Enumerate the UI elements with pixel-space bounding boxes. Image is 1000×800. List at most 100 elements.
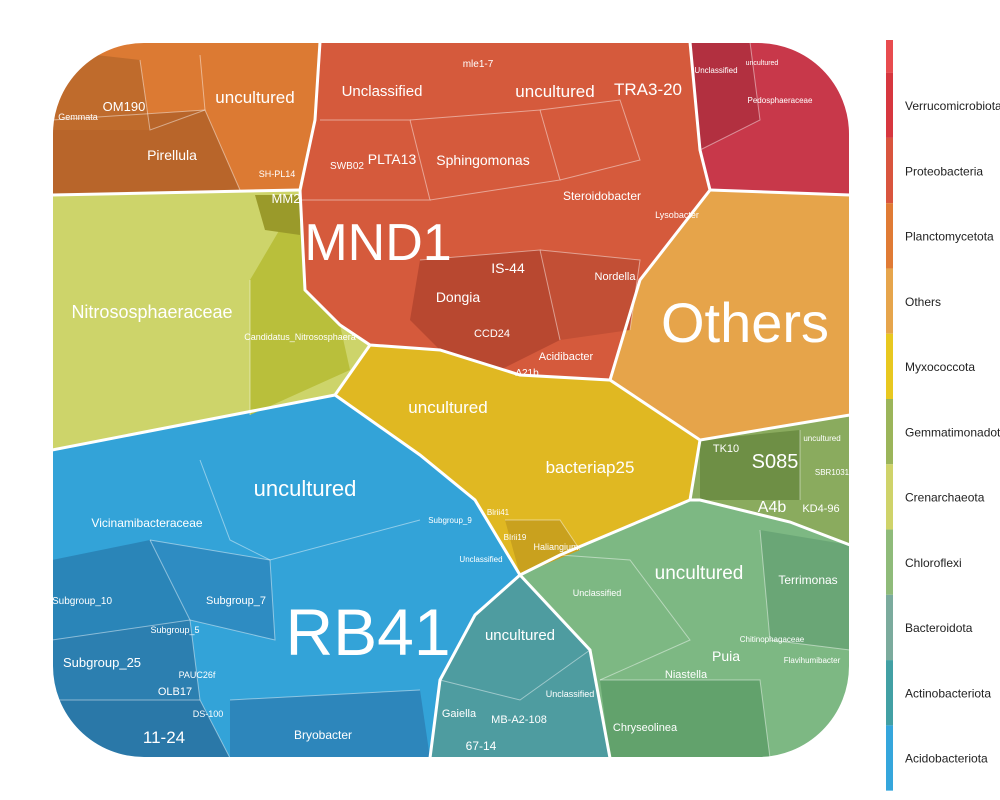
label-pedosphaeraceae: Pedosphaeraceae <box>748 96 813 105</box>
cell-candidatus-nitrososphaera <box>250 195 350 415</box>
label-uncultured-verrucomicrobiota: uncultured <box>746 60 779 67</box>
label-chryseolinea: Chryseolinea <box>613 722 678 734</box>
label-uncultured-bacteroidota: uncultured <box>485 627 555 644</box>
label-mb-a2-108: MB-A2-108 <box>491 714 547 726</box>
label-subgroup-7: Subgroup_7 <box>206 595 266 607</box>
label-chitinophagaceae: Chitinophagaceae <box>740 635 805 644</box>
label-tra3-20: TRA3-20 <box>614 80 682 99</box>
label-flavihumibacter: Flavihumibacter <box>784 656 841 665</box>
label-uncultured-gemmatimonadota: uncultured <box>803 434 840 443</box>
legend-swatch <box>886 333 893 399</box>
legend-label: Gemmatimonadota <box>905 425 1000 439</box>
treemap-outline <box>51 41 851 759</box>
legend-swatch <box>886 137 893 204</box>
label-subgroup-5: Subgroup_5 <box>150 625 199 635</box>
legend-label: Proteobacteria <box>905 164 983 178</box>
label-bryobacter: Bryobacter <box>294 728 352 742</box>
legend-swatch <box>886 464 893 530</box>
cell-borders <box>52 42 850 758</box>
label-ccd24: CCD24 <box>474 328 510 340</box>
label-plta13: PLTA13 <box>368 151 417 167</box>
cell-sh-pl14 <box>255 195 300 235</box>
label-subgroup-10: Subgroup_10 <box>52 596 112 607</box>
label-pauc26f: PAUC26f <box>179 670 216 680</box>
label-gemmata: Gemmata <box>58 112 98 122</box>
label-olb17: OLB17 <box>158 686 192 698</box>
label-uncultured-myxococcota: uncultured <box>408 398 487 417</box>
legend-label: Chloroflexi <box>905 556 962 570</box>
region-myxococcota[interactable] <box>335 345 700 575</box>
label-uncultured-chloroflexi: uncultured <box>655 563 744 584</box>
label-acidibacter: Acidibacter <box>539 351 594 363</box>
label-rb41: RB41 <box>285 595 450 669</box>
cell-subgroup-7 <box>150 540 275 640</box>
label-bacteriap25: bacteriap25 <box>546 458 635 477</box>
legend-swatch <box>886 725 893 791</box>
legend-label: Myxococcota <box>905 360 975 374</box>
label-unclassified-verrucomicrobiota: Unclassified <box>694 66 737 75</box>
label-67-14: 67-14 <box>466 739 497 753</box>
label-candidatus-nitrososphaera: Candidatus_Nitrososphaera <box>244 332 356 342</box>
cell-verr-unclassified <box>690 42 760 150</box>
label-puia: Puia <box>712 648 740 664</box>
label-a21b: A21b <box>515 368 539 379</box>
label-subgroup-9: Subgroup_9 <box>428 516 472 525</box>
label-nordella: Nordella <box>595 271 637 283</box>
label-swb02: SWB02 <box>330 161 364 172</box>
label-gaiella: Gaiella <box>442 708 477 720</box>
label-vicinamibacteraceae: Vicinamibacteraceae <box>91 516 203 530</box>
label-dongia: Dongia <box>436 289 481 305</box>
legend-swatch <box>886 399 893 465</box>
legend-swatch-top <box>886 40 893 73</box>
label-birii19: BIrii19 <box>504 533 527 542</box>
cell-s085-group <box>700 430 800 500</box>
label-mm2: MM2 <box>272 191 301 206</box>
cell-terrimonas <box>760 530 850 650</box>
treemap-body <box>52 42 850 758</box>
label-om190: OM190 <box>103 99 146 114</box>
label-11-24: 11-24 <box>143 728 185 747</box>
legend: Verrucomicrobiota Proteobacteria Planctomy… <box>886 40 1000 791</box>
label-tk10: TK10 <box>713 443 739 455</box>
label-mle1-7: mle1-7 <box>463 59 494 70</box>
label-nitrososphaeraceae: Nitrososphaeraceae <box>71 302 232 322</box>
cell-dongia <box>410 250 560 370</box>
label-sphingomonas: Sphingomonas <box>436 152 529 168</box>
label-blrii41: Blrii41 <box>487 508 510 517</box>
region-bacteroidota[interactable] <box>430 575 610 758</box>
legend-label: Crenarchaeota <box>905 491 985 505</box>
label-sh-pl14: SH-PL14 <box>259 169 296 179</box>
label-steroidobacter: Steroidobacter <box>563 189 641 203</box>
cell-chryseolinea <box>600 680 770 758</box>
legend-swatch <box>886 594 893 661</box>
cell-nordella <box>540 250 640 340</box>
label-lysobacter: Lysobacter <box>655 210 699 220</box>
label-is-44: IS-44 <box>491 260 525 276</box>
cell-pirellula <box>52 110 240 195</box>
label-haliangium: Haliangium <box>533 542 578 552</box>
legend-swatch <box>886 203 893 269</box>
label-uncultured-proteobacteria: uncultured <box>515 82 594 101</box>
label-unclassified-acidobacteriota: Unclassified <box>459 555 502 564</box>
label-kd4-96: KD4-96 <box>802 503 839 515</box>
cell-bryobacter <box>230 690 430 758</box>
label-sbr1031: SBR1031 <box>815 468 850 477</box>
label-subgroup-25: Subgroup_25 <box>63 655 141 670</box>
label-uncultured-planctomycetota: uncultured <box>215 88 294 107</box>
cell-subgroup-10 <box>52 540 190 640</box>
region-others[interactable] <box>610 190 850 440</box>
label-unclassified-proteobacteria: Unclassified <box>342 83 423 100</box>
label-unclassified-chloroflexi: Unclassified <box>573 588 622 598</box>
label-pirellula: Pirellula <box>147 147 197 163</box>
legend-label: Acidobacteriota <box>905 752 988 766</box>
label-niastella: Niastella <box>665 669 708 681</box>
legend-swatch <box>886 268 893 334</box>
region-borders <box>52 42 850 758</box>
legend-label: Actinobacteriota <box>905 686 991 700</box>
label-terrimonas: Terrimonas <box>778 573 837 587</box>
label-a4b: A4b <box>758 499 787 516</box>
cell-subgroup-25 <box>52 620 200 700</box>
label-ds-100: DS-100 <box>193 709 224 719</box>
legend-swatch <box>886 660 893 726</box>
